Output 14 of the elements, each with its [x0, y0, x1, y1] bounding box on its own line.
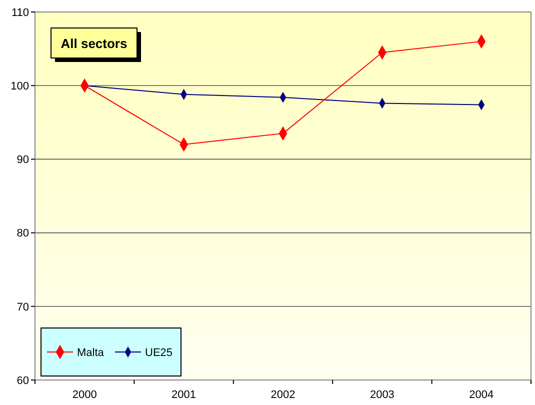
x-tick-label: 2000	[72, 389, 97, 401]
y-tick-label: 110	[11, 6, 29, 19]
y-tick-label: 90	[16, 154, 29, 166]
x-tick-label: 2003	[370, 389, 394, 401]
y-tick-label: 60	[16, 374, 29, 387]
legend-label: Malta	[77, 346, 105, 359]
x-tick-label: 2001	[172, 389, 196, 401]
x-tick-label: 2004	[469, 389, 494, 401]
y-tick-label: 100	[10, 80, 29, 92]
y-tick-label: 80	[16, 228, 29, 240]
y-tick-label: 70	[16, 301, 29, 314]
text: All sectors	[60, 36, 128, 51]
legend-label: UE25	[145, 346, 173, 359]
x-tick-label: 2002	[270, 389, 296, 401]
